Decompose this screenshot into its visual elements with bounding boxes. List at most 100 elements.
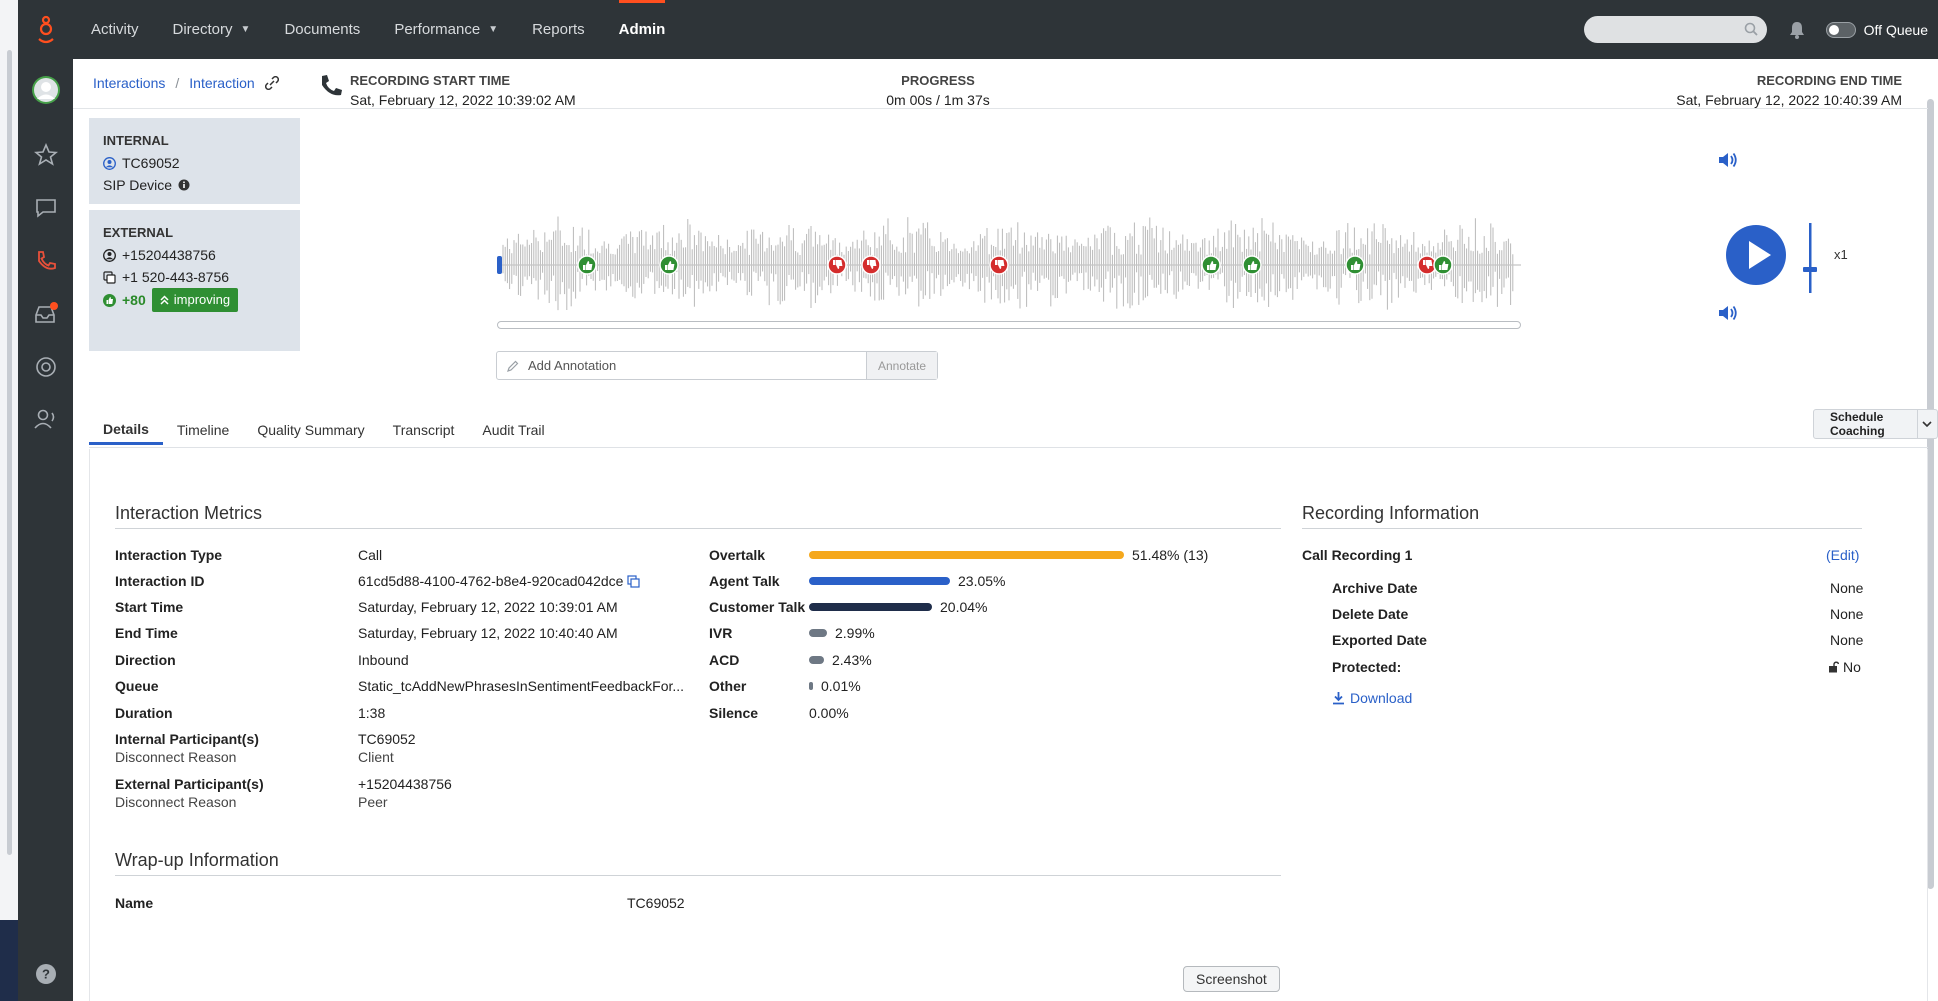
- nav-documents[interactable]: Documents: [267, 0, 377, 59]
- bar-value: 2.43%: [832, 652, 872, 668]
- queue-toggle[interactable]: [1825, 21, 1856, 38]
- top-nav: Activity Directory ▼ Documents Performanc…: [18, 0, 1938, 59]
- copy-phone-icon[interactable]: [103, 270, 116, 284]
- tab-audit-trail[interactable]: Audit Trail: [482, 422, 545, 438]
- lifebuoy-icon[interactable]: [18, 355, 73, 379]
- breadcrumb-interactions[interactable]: Interactions: [93, 75, 166, 91]
- tab-timeline[interactable]: Timeline: [176, 422, 230, 438]
- recording-end-value: Sat, February 12, 2022 10:40:39 AM: [1676, 92, 1902, 108]
- copy-icon[interactable]: [627, 574, 641, 588]
- talk-time-bars: Overtalk 51.48% (13) Agent Talk 23.05% Cus…: [709, 547, 1289, 747]
- agent-icon[interactable]: [18, 407, 73, 431]
- inbox-icon[interactable]: [18, 301, 73, 327]
- search-input[interactable]: [1583, 16, 1767, 43]
- schedule-coaching-button[interactable]: Schedule Coaching: [1814, 410, 1918, 438]
- schedule-coaching-dropdown[interactable]: [1918, 410, 1937, 438]
- wrapup-title: Wrap-up Information: [115, 850, 279, 870]
- thumbs-up-icon: [103, 293, 116, 307]
- annotate-button[interactable]: Annotate: [867, 352, 937, 379]
- nav-admin[interactable]: Admin: [602, 0, 683, 59]
- recording-info-label: Delete Date: [1332, 606, 1409, 622]
- breadcrumb: Interactions / Interaction: [93, 75, 279, 91]
- bell-icon[interactable]: [1789, 21, 1805, 39]
- volume-down-icon[interactable]: [1717, 304, 1739, 322]
- user-circle-icon: [103, 156, 116, 170]
- main-scrollbar[interactable]: [1927, 99, 1934, 889]
- bar-label: Other: [709, 678, 747, 694]
- info-icon[interactable]: [178, 179, 190, 191]
- recording-info-value: No: [1843, 659, 1861, 675]
- bar-label: Agent Talk: [709, 573, 780, 589]
- tabs-divider: [89, 447, 1928, 448]
- phone-icon[interactable]: [18, 249, 73, 273]
- bar-value: 0.00%: [809, 705, 849, 721]
- svg-text:?: ?: [42, 967, 50, 982]
- metric-sub-value: Peer: [358, 794, 388, 810]
- nav-reports[interactable]: Reports: [515, 0, 602, 59]
- nav-activity-label: Activity: [91, 21, 139, 38]
- protected-value: No: [1828, 659, 1861, 675]
- internal-device: SIP Device: [103, 177, 172, 193]
- metric-value: Static_tcAddNewPhrasesInSentimentFeedbac…: [358, 678, 685, 694]
- link-icon[interactable]: [264, 76, 279, 90]
- metrics-title: Interaction Metrics: [115, 503, 263, 523]
- genesys-logo-icon[interactable]: [18, 0, 74, 59]
- phone-icon: [322, 75, 342, 96]
- frame-scrollbar[interactable]: [7, 50, 12, 855]
- recording-progress: PROGRESS 0m 00s / 1m 37s: [858, 73, 1018, 108]
- nav-performance[interactable]: Performance ▼: [377, 0, 515, 59]
- nav-directory[interactable]: Directory ▼: [156, 0, 268, 59]
- recording-start: RECORDING START TIME Sat, February 12, 2…: [350, 73, 576, 108]
- bar-row: Silence 0.00%: [709, 705, 849, 721]
- recording-start-value: Sat, February 12, 2022 10:39:02 AM: [350, 92, 576, 108]
- progress-value: 0m 00s / 1m 37s: [886, 92, 990, 108]
- nav-admin-label: Admin: [618, 21, 666, 38]
- metric-value: TC69052: [358, 731, 416, 747]
- metrics-divider: [115, 528, 1281, 529]
- playback-scrub-track[interactable]: [497, 321, 1521, 329]
- bar-value: 51.48% (13): [1132, 547, 1209, 563]
- metric-value: 1:38: [358, 705, 386, 721]
- volume-up-icon[interactable]: [1717, 151, 1739, 169]
- help-icon[interactable]: ?: [18, 963, 73, 985]
- metric-label: End Time: [115, 625, 178, 641]
- play-button[interactable]: [1725, 224, 1787, 286]
- recording-end: RECORDING END TIME Sat, February 12, 202…: [1676, 73, 1902, 108]
- avatar[interactable]: [18, 75, 73, 105]
- bar-fill: [809, 603, 932, 611]
- recording-info-label: Protected:: [1332, 659, 1402, 675]
- tab-quality-summary[interactable]: Quality Summary: [257, 422, 365, 438]
- interaction-id: 61cd5d88-4100-4762-b8e4-920cad042dce: [358, 573, 641, 589]
- playback-speed-slider[interactable]: [1803, 223, 1817, 293]
- download-icon: [1333, 692, 1344, 705]
- star-icon[interactable]: [18, 143, 73, 167]
- bar-label: Overtalk: [709, 547, 766, 563]
- chevron-down-icon: ▼: [240, 24, 251, 35]
- chat-icon[interactable]: [18, 197, 73, 219]
- recording-info-label: Archive Date: [1332, 580, 1418, 596]
- desktop-background: [0, 920, 18, 1001]
- breadcrumb-interaction[interactable]: Interaction: [189, 75, 255, 91]
- recording-end-label: RECORDING END TIME: [1756, 73, 1902, 88]
- bar-fill: [809, 682, 813, 690]
- tab-transcript[interactable]: Transcript: [392, 422, 455, 438]
- tab-details[interactable]: Details: [89, 415, 163, 445]
- recording-start-label: RECORDING START TIME: [350, 73, 511, 88]
- external-header: EXTERNAL: [103, 225, 174, 240]
- search-icon: [1744, 22, 1758, 36]
- audio-waveform[interactable]: [497, 199, 1521, 319]
- metric-sub-label: Disconnect Reason: [115, 749, 237, 765]
- bar-value: 23.05%: [958, 573, 1006, 589]
- bar-fill: [809, 551, 1124, 559]
- annotation-input[interactable]: Add Annotation: [497, 352, 867, 379]
- wrapup-divider: [115, 875, 1281, 876]
- download-link[interactable]: Download: [1332, 690, 1412, 706]
- edit-link[interactable]: (Edit): [1826, 547, 1860, 563]
- recording-info-divider: [1302, 528, 1862, 529]
- download-label: Download: [1350, 690, 1413, 706]
- external-phone-formatted: +1 520-443-8756: [122, 269, 230, 285]
- nav-activity[interactable]: Activity: [74, 0, 156, 59]
- bar-row: Other 0.01%: [709, 678, 861, 694]
- metric-label: Internal Participant(s): [115, 731, 259, 747]
- metric-value: Saturday, February 12, 2022 10:40:40 AM: [358, 625, 618, 641]
